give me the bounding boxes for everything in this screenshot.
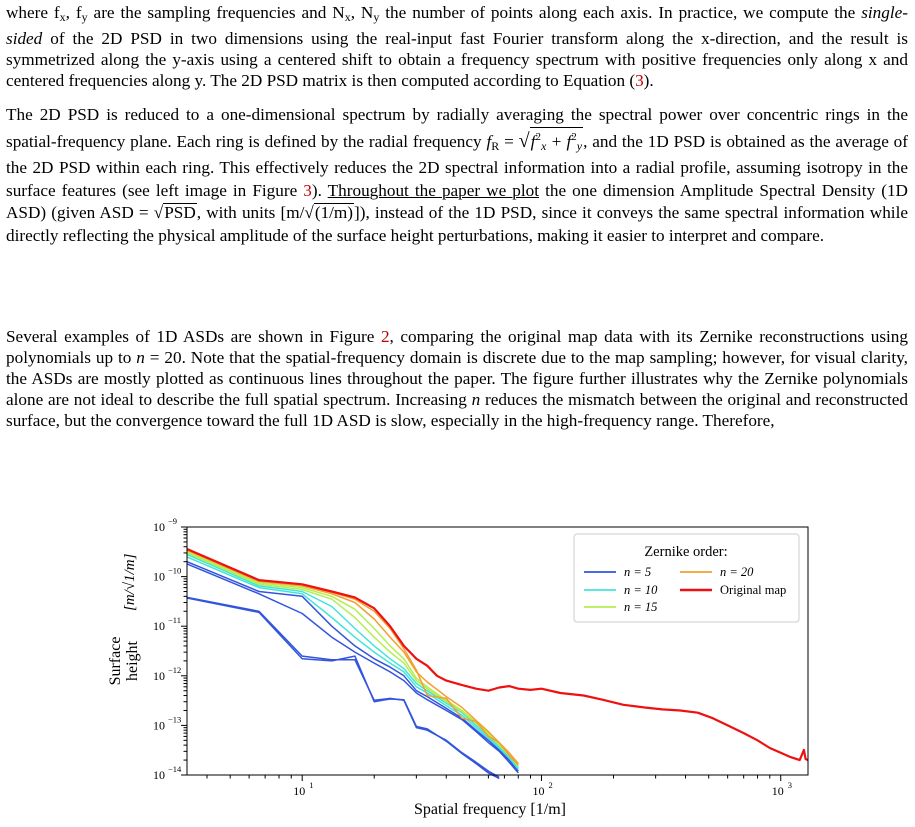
y-tick-label: 10 bbox=[153, 768, 165, 782]
y-tick-exponent: −12 bbox=[168, 665, 181, 675]
plot-frame bbox=[186, 526, 809, 776]
math: f bbox=[486, 131, 492, 151]
subscript: x bbox=[344, 10, 351, 24]
radical-sign: √ bbox=[518, 129, 530, 152]
radical-sign: √ bbox=[153, 203, 164, 222]
figure-ref-link[interactable]: 3 bbox=[303, 180, 312, 200]
sqrt-expression: (1/m) bbox=[313, 203, 355, 222]
x-tick-exponent: 3 bbox=[788, 780, 792, 790]
series-line bbox=[186, 556, 519, 770]
x-tick-exponent: 1 bbox=[309, 780, 313, 790]
y-label-unit: [m/√1/m] bbox=[122, 553, 138, 611]
series-layer bbox=[186, 547, 809, 780]
legend-label: n = 20 bbox=[720, 565, 754, 579]
radical-sign: √ bbox=[304, 203, 314, 222]
text: The 2D PSD is reduced to a one-dimension… bbox=[6, 105, 908, 151]
legend-label: n = 5 bbox=[624, 565, 651, 579]
subscript: R bbox=[491, 138, 500, 153]
x-tick-exponent: 2 bbox=[548, 780, 552, 790]
text: , f bbox=[65, 3, 82, 22]
x-tick-label: 10 bbox=[293, 784, 305, 798]
legend-items: n = 5 n = 10 n = 15 n = 20 Original map bbox=[584, 565, 786, 614]
text: , N bbox=[350, 3, 374, 22]
legend-label: Original map bbox=[720, 583, 786, 597]
x-axis-label: Spatial frequency [1/m] bbox=[414, 801, 566, 818]
text: ). bbox=[311, 180, 328, 200]
text: = 20. Note that the spatial-frequency do… bbox=[6, 348, 908, 409]
subscript: x bbox=[59, 10, 66, 24]
figure-ref-link[interactable]: 2 bbox=[380, 327, 390, 346]
text: = bbox=[499, 131, 519, 151]
y-tick-label: 10 bbox=[153, 619, 165, 633]
series-line bbox=[186, 547, 809, 762]
sqrt-expression: PSD bbox=[163, 203, 197, 222]
y-tick-exponent: −11 bbox=[168, 615, 181, 625]
equation-ref-link[interactable]: 3 bbox=[635, 71, 644, 90]
x-tick-label: 10 bbox=[532, 784, 544, 798]
legend-box bbox=[573, 533, 800, 623]
text: of the 2D PSD in two dimensions using th… bbox=[6, 29, 908, 90]
subscript: y bbox=[373, 10, 380, 24]
series-line bbox=[186, 561, 519, 772]
y-tick-exponent: −13 bbox=[168, 714, 181, 724]
series-line bbox=[186, 550, 519, 766]
legend-label: n = 15 bbox=[624, 600, 657, 614]
paragraph-3: Several examples of 1D ASDs are shown in… bbox=[6, 326, 908, 431]
series-line bbox=[186, 597, 500, 780]
sqrt-expression: f2x + f2y bbox=[529, 126, 584, 155]
legend-label: n = 10 bbox=[624, 583, 658, 597]
text: ]), instead of the 1D PSD, since it conv… bbox=[6, 203, 908, 245]
series-line bbox=[186, 563, 519, 774]
paragraph-2: The 2D PSD is reduced to a one-dimension… bbox=[6, 104, 908, 247]
y-tick-exponent: −10 bbox=[168, 566, 181, 576]
y-label-line1: Surface bbox=[107, 637, 124, 686]
text: where f bbox=[6, 3, 60, 22]
text: are the sampling frequencies and N bbox=[87, 3, 345, 22]
text: , and the 1D PSD is obtained as the aver… bbox=[6, 131, 908, 200]
underlined-text: Throughout the paper we plot bbox=[327, 180, 540, 200]
text: , with units [m/ bbox=[196, 203, 305, 222]
emphasis: single-sided bbox=[6, 3, 908, 48]
y-label-line2: height bbox=[124, 640, 141, 681]
legend: Zernike order: n = 5 n = 10 n = 15 n = 20 Or… bbox=[573, 533, 800, 623]
series-line bbox=[186, 553, 519, 769]
legend-title: Zernike order: bbox=[644, 544, 727, 560]
text: the number of points along each axis. In… bbox=[379, 3, 862, 22]
text: Several examples of 1D ASDs are shown in… bbox=[6, 327, 381, 346]
y-tick-exponent: −9 bbox=[168, 516, 177, 526]
y-tick-label: 10 bbox=[153, 520, 165, 534]
series-line bbox=[186, 596, 500, 778]
subscript: y bbox=[81, 10, 88, 24]
y-tick-exponent: −14 bbox=[168, 764, 182, 774]
y-tick-label: 10 bbox=[153, 718, 165, 732]
text: ). bbox=[643, 71, 654, 90]
math: n bbox=[471, 390, 481, 409]
paragraph-1: where fx, fy are the sampling frequencie… bbox=[6, 2, 908, 91]
text: the one dimension Amplitude Spectral Den… bbox=[6, 180, 908, 223]
math: n bbox=[136, 348, 145, 367]
y-tick-label: 10 bbox=[153, 570, 165, 584]
text: reduces the mismatch between the origina… bbox=[6, 390, 908, 430]
text: , comparing the original map data with i… bbox=[6, 327, 908, 367]
y-axis-label: Surface height [m/√1/m] bbox=[107, 553, 141, 685]
y-tick-label: 10 bbox=[153, 669, 165, 683]
x-tick-label: 10 bbox=[772, 784, 784, 798]
